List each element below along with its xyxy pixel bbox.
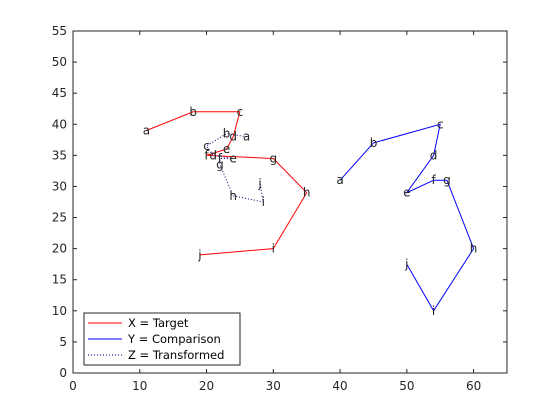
point-label-s2-d: d (209, 148, 217, 162)
point-label-s0-c: c (237, 105, 244, 119)
y-tick-label: 35 (52, 148, 67, 162)
y-tick-label: 5 (59, 335, 67, 349)
axes-layer: 0 10 20 30 40 50 60 0 5 10 15 20 25 30 35 40 45 50 55 (52, 24, 508, 393)
point-label-s2-a: a (243, 130, 250, 144)
x-tick-label: 40 (332, 379, 347, 393)
x-tick-label: 10 (132, 379, 147, 393)
series-line-0 (146, 111, 308, 256)
point-label-s1-j: j (404, 257, 408, 271)
point-label-s0-h: h (303, 186, 311, 200)
point-label-s1-b: b (370, 136, 378, 150)
legend-label-1: Y = Comparison (127, 332, 221, 346)
y-tick-label: 40 (52, 117, 67, 131)
series-line-2 (205, 133, 264, 203)
y-tick-label: 50 (52, 55, 67, 69)
y-tick-label: 45 (52, 86, 67, 100)
x-tick-label: 30 (266, 379, 281, 393)
point-label-s1-h: h (470, 242, 478, 256)
point-label-s2-c: c (203, 139, 210, 153)
point-label-s0-f: f (204, 148, 209, 162)
point-label-s1-d: d (430, 148, 438, 162)
point-label-s2-b: b (223, 127, 231, 141)
point-label-s2-j: j (257, 176, 261, 190)
x-tick-label: 20 (199, 379, 214, 393)
point-label-s0-a: a (143, 124, 150, 138)
y-tick-label: 20 (52, 242, 67, 256)
point-label-s0-g: g (269, 152, 277, 166)
x-tick-label: 50 (399, 379, 414, 393)
point-label-s2-g: g (216, 158, 224, 172)
point-label-s2-i: i (262, 195, 265, 209)
point-label-s1-i: i (432, 304, 435, 318)
axes-box (72, 30, 508, 374)
y-tick-label: 15 (52, 273, 67, 287)
y-tick-label: 0 (59, 366, 67, 380)
point-label-s2-e: e (230, 152, 237, 166)
y-tick-label: 10 (52, 304, 67, 318)
legend-label-2: Z = Transformed (128, 348, 224, 362)
point-label-s0-d: d (229, 130, 237, 144)
point-label-s2-h: h (229, 189, 237, 203)
y-tick-label: 55 (52, 24, 67, 38)
point-label-s0-e: e (223, 142, 230, 156)
legend-label-0: X = Target (128, 316, 189, 330)
x-tick-label: 60 (466, 379, 481, 393)
point-label-s1-f: f (431, 173, 436, 187)
legend: X = Target Y = Comparison Z = Transformed (83, 312, 241, 366)
point-label-s1-e: e (403, 186, 410, 200)
series-line-1 (339, 123, 475, 312)
point-label-s2-f: f (218, 152, 223, 166)
point-label-s1-c: c (437, 117, 444, 131)
series-layer (146, 111, 475, 312)
point-label-s0-j: j (197, 248, 201, 262)
point-label-s1-g: g (443, 173, 451, 187)
y-tick-label: 25 (52, 211, 67, 225)
x-tick-label: 0 (69, 379, 77, 393)
point-label-s1-a: a (336, 173, 343, 187)
y-tick-label: 30 (52, 179, 67, 193)
point-label-s0-b: b (189, 105, 197, 119)
point-label-s0-i: i (272, 242, 275, 256)
